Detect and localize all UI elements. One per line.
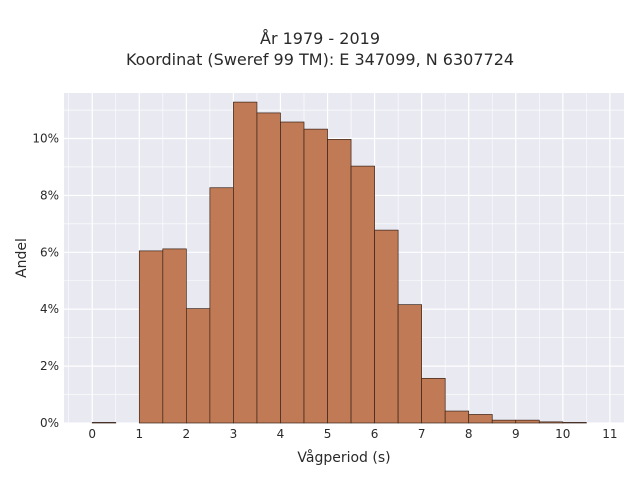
histogram-bar: [91, 422, 117, 424]
y-tick-label: 2%: [40, 359, 59, 373]
x-tick-label: 4: [277, 427, 285, 441]
histogram-bar: [209, 187, 234, 424]
y-tick-label: 6%: [40, 245, 59, 259]
histogram-bar: [397, 304, 422, 424]
histogram-bar: [491, 419, 517, 424]
x-tick-label: 7: [418, 427, 426, 441]
histogram-bar: [562, 422, 587, 424]
histogram-bar: [303, 128, 328, 424]
x-tick-label: 11: [602, 427, 617, 441]
y-tick-labels: 0% 2% 4% 6% 8% 10%: [32, 132, 59, 430]
chart-title-line-1: År 1979 - 2019: [260, 29, 380, 48]
x-tick-label: 3: [230, 427, 238, 441]
histogram-bar: [468, 414, 493, 424]
x-tick-label: 0: [88, 427, 96, 441]
y-tick-label: 10%: [32, 132, 59, 146]
x-tick-label: 2: [183, 427, 191, 441]
x-tick-label: 10: [555, 427, 570, 441]
x-tick-label: 9: [512, 427, 520, 441]
histogram-bar: [374, 229, 399, 424]
x-tick-labels: 0 1 2 3 4 5 6 7 8 9 10 11: [88, 427, 617, 441]
histogram-bar: [256, 112, 281, 424]
histogram-bar: [444, 410, 470, 424]
y-tick-label: 4%: [40, 302, 59, 316]
y-tick-label: 8%: [40, 188, 59, 202]
histogram-bar: [327, 139, 352, 424]
histogram-bar: [538, 421, 564, 424]
x-tick-label: 8: [465, 427, 473, 441]
histogram-bar: [515, 419, 540, 424]
x-tick-label: 5: [324, 427, 332, 441]
histogram-bar: [233, 101, 258, 424]
x-tick-label: 1: [135, 427, 143, 441]
histogram-bar: [350, 165, 375, 424]
chart-title-line-2: Koordinat (Sweref 99 TM): E 347099, N 63…: [125, 50, 515, 69]
histogram-bar: [138, 250, 164, 424]
y-tick-label: 0%: [40, 416, 59, 430]
y-axis-label: Andel: [14, 238, 30, 278]
histogram-bars: [91, 101, 587, 424]
histogram-bar: [186, 308, 211, 424]
histogram-bar: [280, 121, 305, 424]
histogram-bar: [162, 248, 187, 424]
x-tick-label: 6: [371, 427, 379, 441]
x-axis-label: Vågperiod (s): [297, 449, 390, 466]
histogram-bar: [421, 377, 446, 424]
